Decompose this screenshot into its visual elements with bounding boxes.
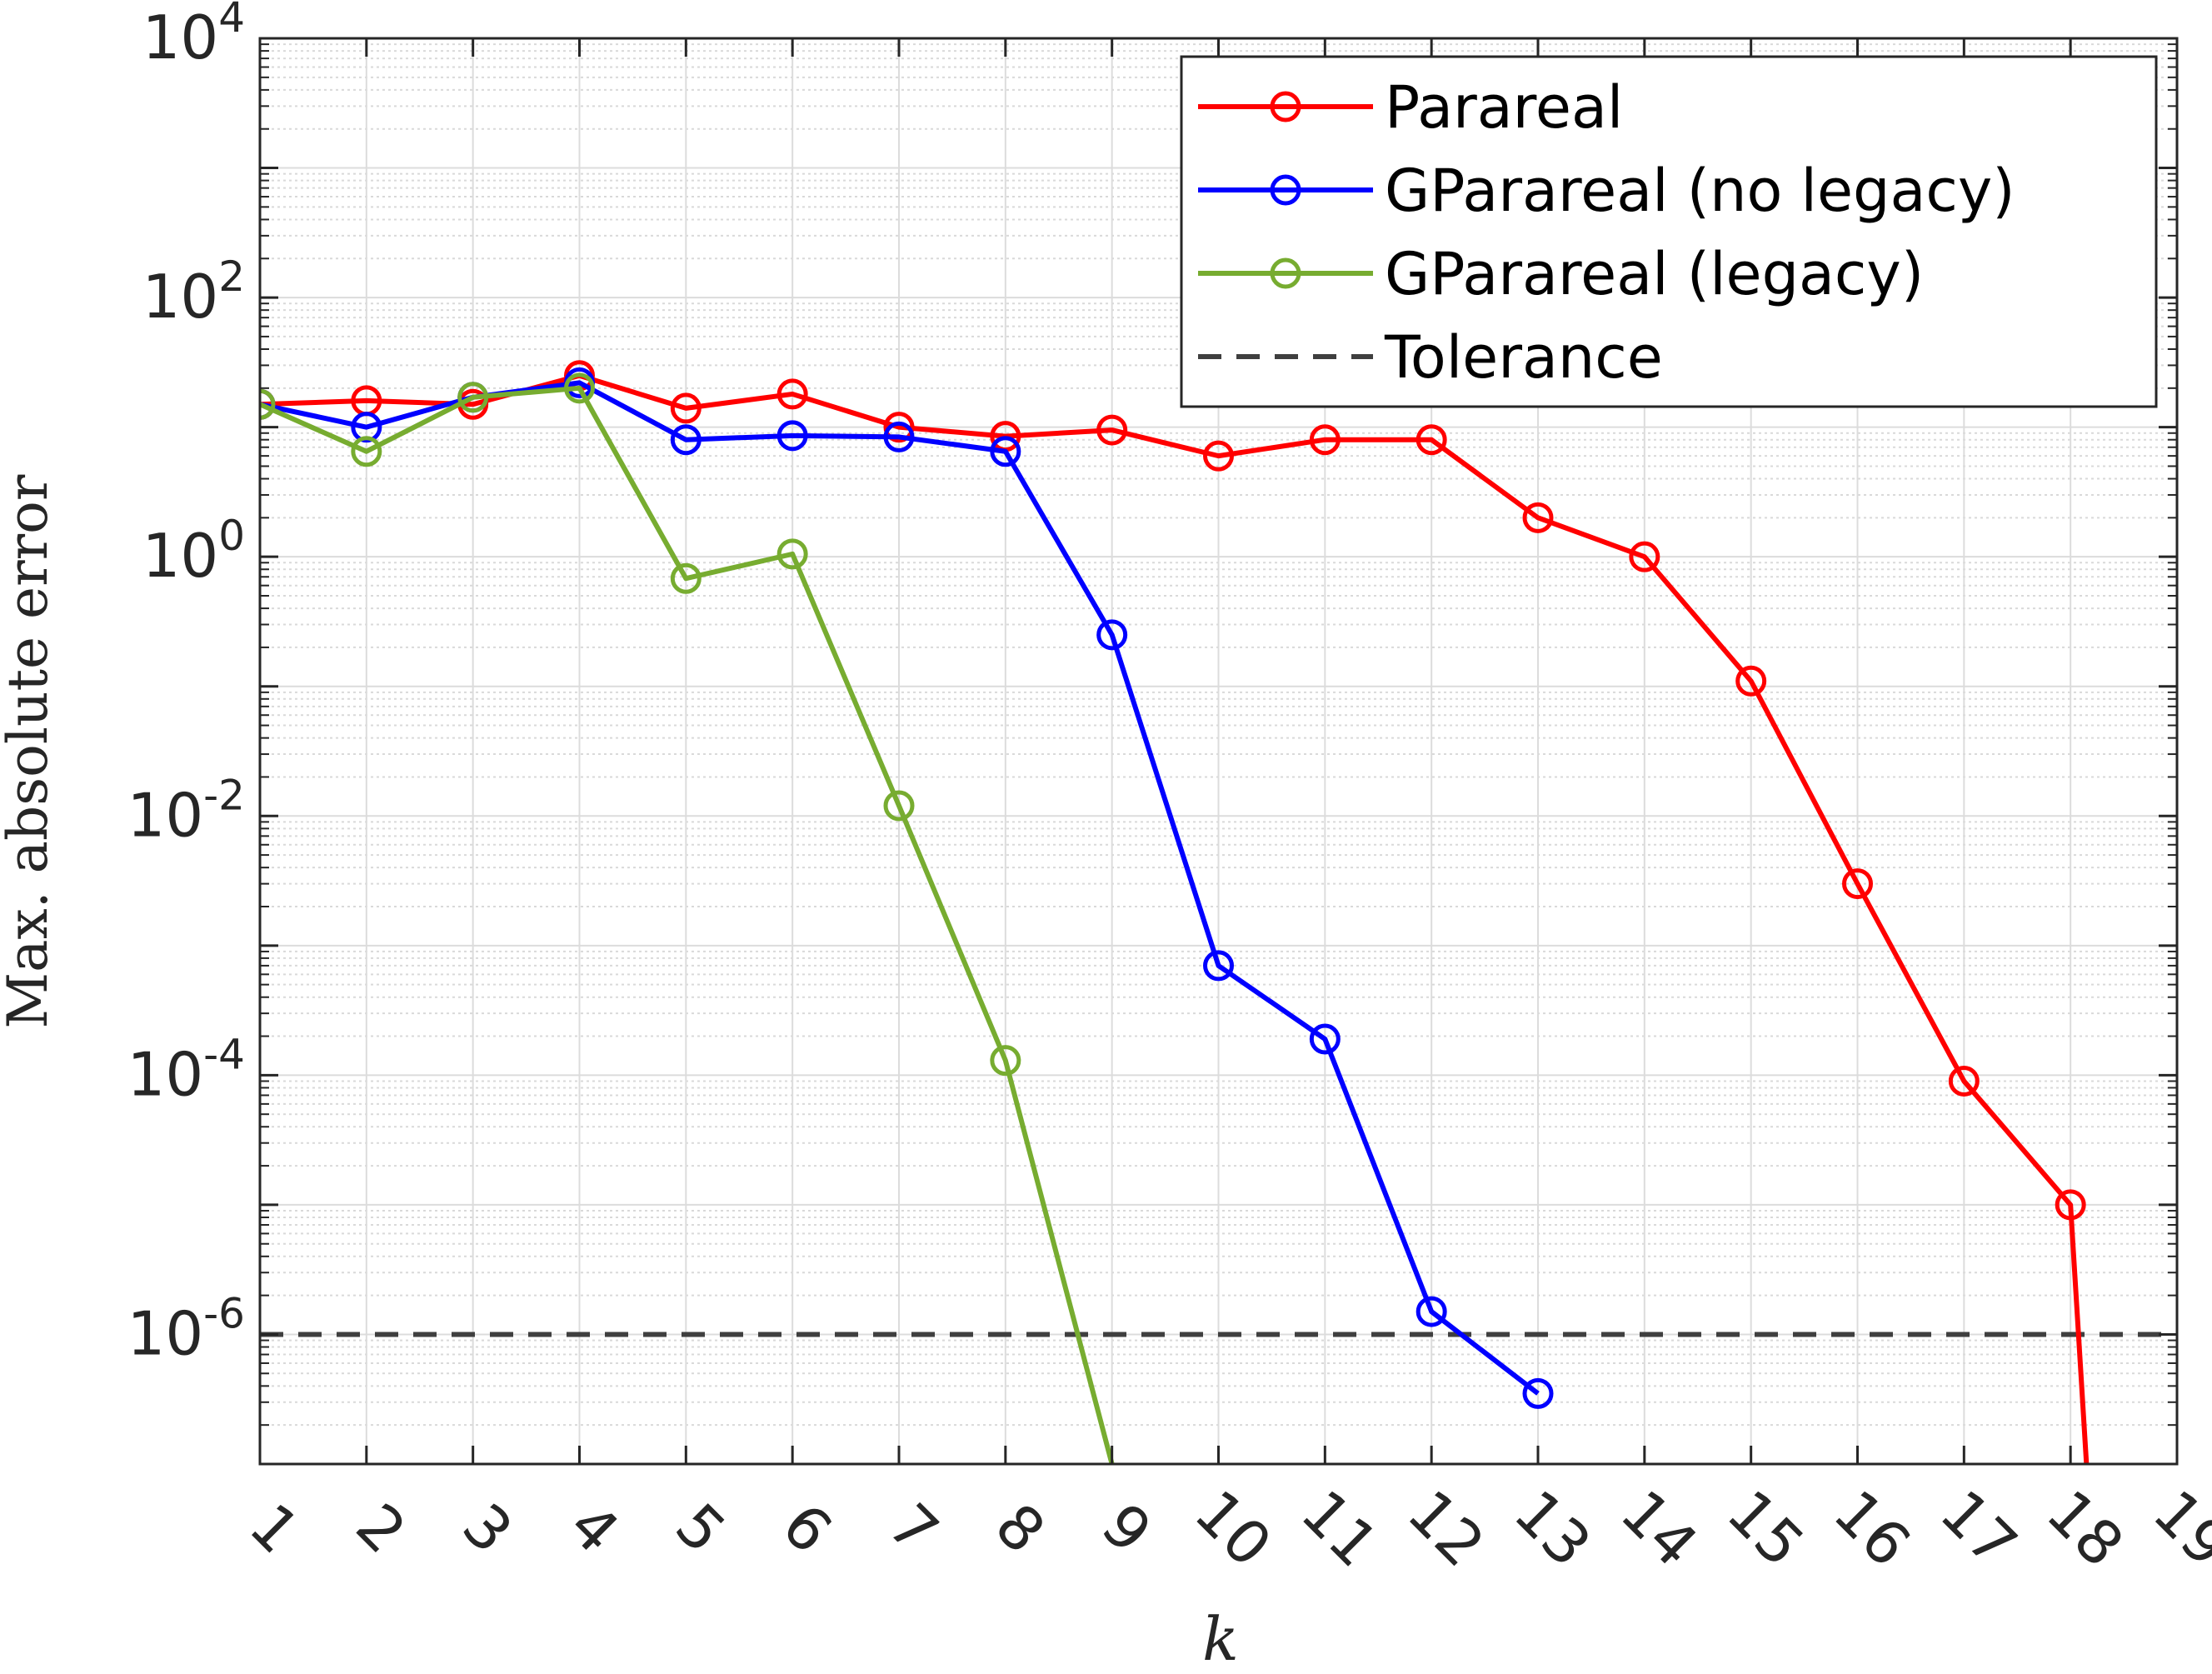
data-point-parareal (1842, 868, 1873, 900)
data-point-parareal (2055, 1189, 2086, 1221)
data-point-parareal (1416, 424, 1447, 456)
legend-label-tolerance: Tolerance (1384, 323, 1663, 392)
series-line-gparareal-legacy (260, 385, 1115, 1464)
y-tick-label: 10-4 (127, 1030, 245, 1109)
data-point-gparareal-no-legacy (1416, 1296, 1447, 1327)
legend-label-parareal: Parareal (1385, 73, 1623, 142)
data-point-gparareal-legacy (564, 372, 595, 404)
data-point-gparareal-no-legacy (1522, 1377, 1554, 1409)
y-tick-labels: 10-6 10-4 10-2 100 102 104 (127, 0, 245, 1368)
series-group (260, 360, 2090, 1464)
legend-label-gparareal-legacy: GParareal (legacy) (1385, 240, 1924, 308)
data-point-parareal (1948, 1065, 1980, 1097)
data-point-parareal (776, 378, 808, 410)
y-tick-label: 102 (142, 252, 245, 332)
legend-label-gparareal-no-legacy: GParareal (no legacy) (1385, 157, 2015, 225)
legend-marker-gparareal-legacy (1270, 257, 1301, 289)
y-tick-label: 100 (142, 512, 245, 591)
data-point-parareal (1735, 665, 1767, 697)
legend-box (1180, 55, 2158, 408)
y-axis-title: Max. absolute error (0, 474, 60, 1028)
legend-marker-parareal (1270, 91, 1301, 122)
data-point-gparareal-legacy (457, 382, 489, 413)
data-point-parareal (1203, 440, 1234, 472)
data-point-parareal (1522, 502, 1554, 533)
data-point-gparareal-no-legacy (1203, 950, 1234, 982)
data-point-parareal (883, 412, 915, 443)
data-point-gparareal-legacy (351, 436, 382, 467)
x-axis-title: k (1202, 1604, 1239, 1674)
data-point-gparareal-no-legacy (1096, 619, 1128, 651)
legend: Parareal GParareal (no legacy) GParareal (… (1180, 55, 2158, 408)
data-point-parareal (1096, 414, 1128, 446)
y-tick-label: 104 (142, 0, 245, 72)
data-point-gparareal-legacy (670, 562, 702, 594)
legend-marker-gparareal-no-legacy (1270, 174, 1301, 206)
y-tick-label: 10-6 (127, 1289, 245, 1368)
data-point-gparareal-no-legacy (670, 424, 702, 456)
data-point-gparareal-no-legacy (776, 420, 808, 452)
data-point-gparareal-legacy (883, 790, 915, 822)
data-point-parareal (1629, 541, 1660, 572)
data-point-gparareal-no-legacy (1309, 1023, 1341, 1055)
tick-marks (258, 37, 2179, 1466)
data-point-gparareal-legacy (990, 1045, 1021, 1077)
data-point-gparareal-legacy (776, 538, 808, 570)
data-point-gparareal-no-legacy (883, 421, 915, 452)
y-tick-label: 10-2 (127, 771, 245, 850)
data-point-gparareal-legacy (260, 388, 276, 420)
data-point-gparareal-no-legacy (351, 412, 382, 443)
data-point-parareal (1309, 424, 1341, 456)
data-point-parareal (670, 392, 702, 424)
data-point-gparareal-no-legacy (990, 436, 1021, 467)
